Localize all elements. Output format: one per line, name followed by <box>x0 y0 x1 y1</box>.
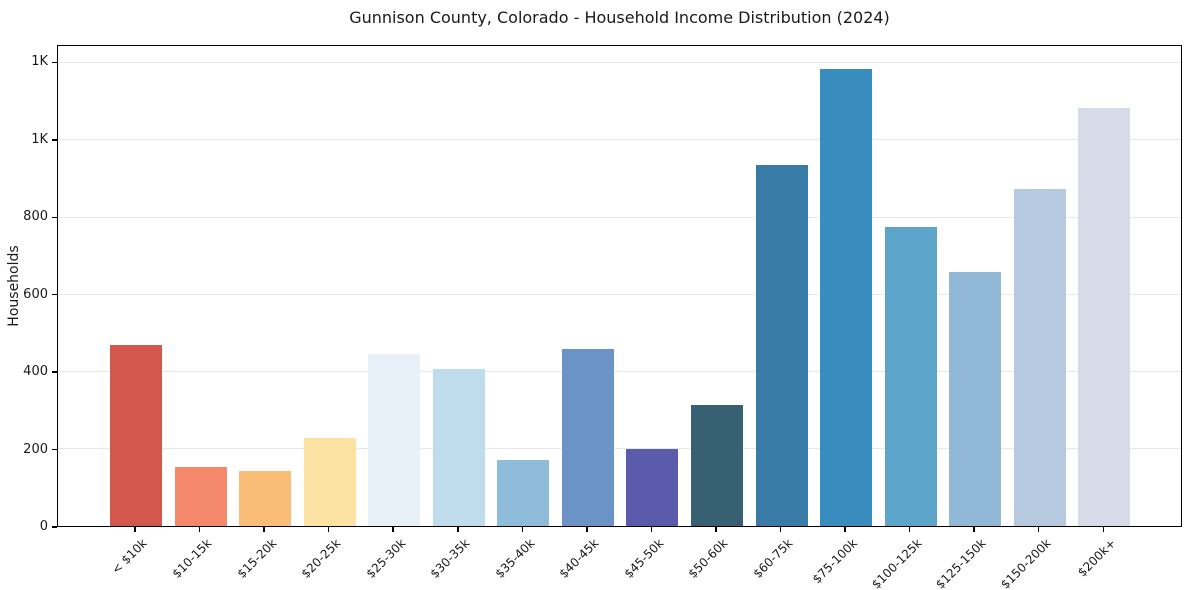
gridline <box>58 447 1181 449</box>
x-tick <box>392 527 394 532</box>
x-tick <box>908 527 911 532</box>
bar-$25-30k <box>368 354 421 526</box>
bar-$125-150k <box>949 272 1002 526</box>
bar-$15-20k <box>239 470 292 526</box>
y-tick <box>52 448 57 451</box>
x-tick <box>521 527 524 532</box>
x-tick <box>263 527 265 532</box>
y-axis-label: Households <box>6 245 22 327</box>
bar-< $10k <box>110 344 162 526</box>
gridline <box>58 139 1181 141</box>
y-tick-label: 800 <box>23 209 48 225</box>
gridline <box>58 216 1181 218</box>
x-tick <box>715 527 717 532</box>
y-tick-label: 1K <box>31 54 48 70</box>
x-tick <box>973 527 975 532</box>
x-tick <box>844 527 846 532</box>
y-tick <box>52 526 57 528</box>
y-tick <box>52 61 57 64</box>
bar-$150-200k <box>1013 189 1066 526</box>
y-tick <box>52 216 57 219</box>
plot-area <box>57 45 1182 527</box>
bar-$20-25k <box>303 438 356 526</box>
gridline <box>58 62 1181 64</box>
y-tick <box>52 371 57 373</box>
x-tick <box>1102 527 1104 532</box>
y-tick-label: 0 <box>39 519 48 534</box>
x-tick <box>650 527 653 532</box>
bar-$10-15k <box>174 467 227 526</box>
y-tick-label: 400 <box>23 364 48 380</box>
bar-$45-50k <box>626 448 679 526</box>
x-tick <box>198 527 201 532</box>
x-tick <box>134 527 136 532</box>
x-tick <box>586 527 588 532</box>
x-tick <box>457 527 459 532</box>
y-tick-label: 1K <box>31 131 48 147</box>
bar-$30-35k <box>432 368 485 526</box>
y-tick-label: 600 <box>23 286 48 302</box>
bar-$35-40k <box>497 460 550 526</box>
bar-$200k+ <box>1078 107 1131 526</box>
bar-$50-60k <box>690 404 743 526</box>
y-tick <box>52 293 57 296</box>
x-tick <box>779 527 782 532</box>
y-tick <box>52 139 57 141</box>
bar-$75-100k <box>820 69 873 526</box>
bar-$100-125k <box>884 227 937 526</box>
x-tick <box>327 527 330 532</box>
bar-$40-45k <box>561 348 614 526</box>
bar-$60-75k <box>755 164 808 526</box>
chart-title: Gunnison County, Colorado - Household In… <box>349 8 890 27</box>
gridline <box>58 370 1181 372</box>
x-tick <box>1037 527 1040 532</box>
gridline <box>58 293 1181 295</box>
y-tick-label: 200 <box>23 441 48 457</box>
